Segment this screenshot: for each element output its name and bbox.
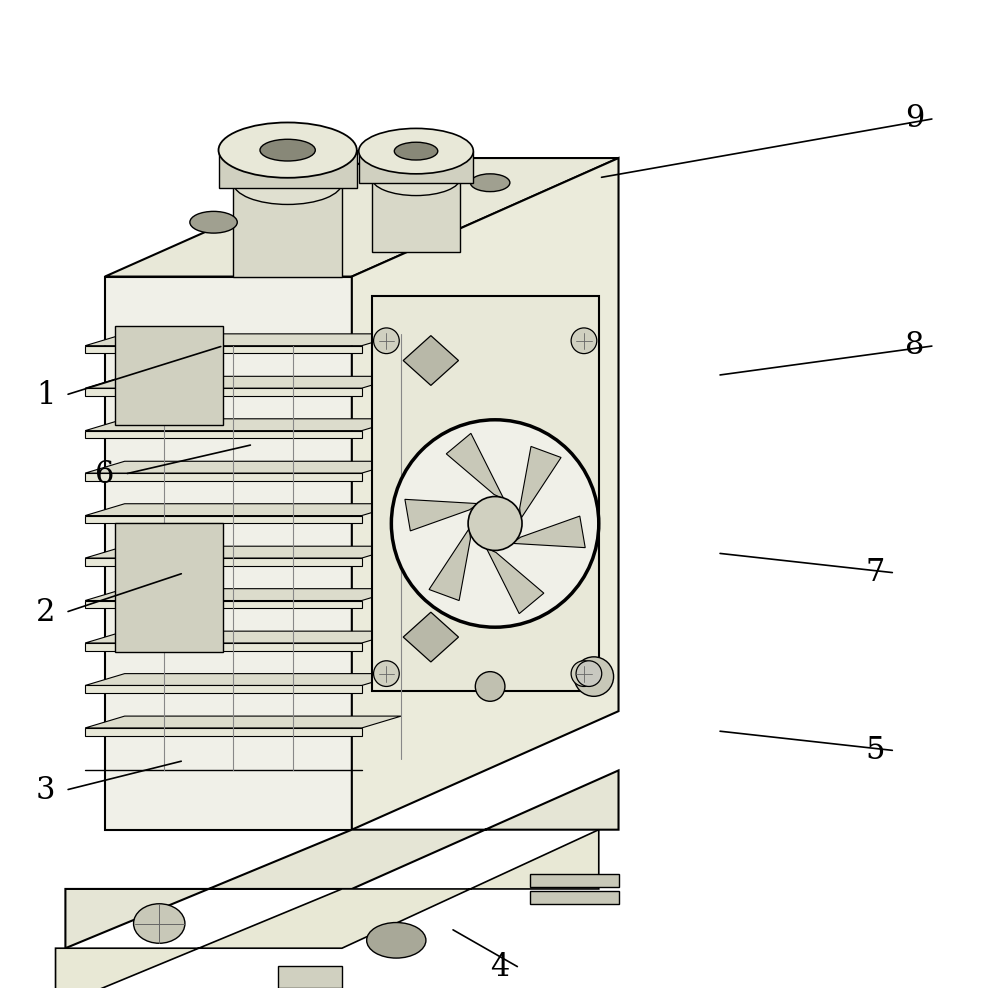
Polygon shape xyxy=(85,346,362,354)
Bar xyxy=(278,966,342,988)
Bar xyxy=(115,326,223,425)
Polygon shape xyxy=(85,516,362,524)
Ellipse shape xyxy=(571,328,597,354)
Bar xyxy=(219,150,357,188)
Polygon shape xyxy=(85,504,401,516)
Ellipse shape xyxy=(134,904,185,944)
Text: 6: 6 xyxy=(95,458,115,490)
Polygon shape xyxy=(403,336,459,385)
Polygon shape xyxy=(85,716,401,728)
Polygon shape xyxy=(486,548,544,614)
Polygon shape xyxy=(85,589,401,601)
Ellipse shape xyxy=(574,657,614,697)
Bar xyxy=(372,178,460,252)
Polygon shape xyxy=(429,528,470,601)
Polygon shape xyxy=(56,830,599,988)
Bar xyxy=(530,874,619,887)
Polygon shape xyxy=(85,388,362,396)
Bar xyxy=(359,151,473,183)
Bar xyxy=(115,524,223,652)
Ellipse shape xyxy=(391,420,599,627)
Polygon shape xyxy=(85,419,401,431)
Ellipse shape xyxy=(233,161,342,205)
Ellipse shape xyxy=(576,661,602,687)
Ellipse shape xyxy=(374,328,399,354)
Polygon shape xyxy=(403,613,459,662)
Text: 7: 7 xyxy=(866,557,885,589)
Polygon shape xyxy=(85,643,362,651)
Bar xyxy=(530,891,619,904)
Polygon shape xyxy=(105,277,352,830)
Polygon shape xyxy=(405,499,478,531)
Bar xyxy=(233,183,342,277)
Polygon shape xyxy=(85,631,401,643)
Text: 8: 8 xyxy=(905,330,925,362)
Polygon shape xyxy=(85,546,401,558)
Polygon shape xyxy=(85,473,362,481)
Polygon shape xyxy=(65,771,619,948)
Polygon shape xyxy=(85,334,401,346)
Ellipse shape xyxy=(468,497,522,550)
Text: 3: 3 xyxy=(36,775,55,805)
Ellipse shape xyxy=(475,672,505,701)
Bar xyxy=(372,296,599,692)
Text: 1: 1 xyxy=(36,379,55,411)
Polygon shape xyxy=(85,728,362,736)
Ellipse shape xyxy=(359,128,473,174)
Ellipse shape xyxy=(571,661,597,687)
Ellipse shape xyxy=(260,139,315,161)
Text: 9: 9 xyxy=(905,103,924,134)
Ellipse shape xyxy=(219,123,357,178)
Text: 4: 4 xyxy=(490,952,510,983)
Text: 2: 2 xyxy=(36,597,55,628)
Polygon shape xyxy=(105,158,619,277)
Ellipse shape xyxy=(367,923,426,958)
Text: 5: 5 xyxy=(866,735,885,766)
Ellipse shape xyxy=(394,142,438,160)
Polygon shape xyxy=(85,461,401,473)
Polygon shape xyxy=(85,558,362,566)
Polygon shape xyxy=(520,447,561,519)
Polygon shape xyxy=(85,431,362,439)
Polygon shape xyxy=(85,686,362,694)
Polygon shape xyxy=(85,601,362,609)
Ellipse shape xyxy=(374,661,399,687)
Polygon shape xyxy=(512,516,585,547)
Polygon shape xyxy=(85,376,401,388)
Polygon shape xyxy=(352,158,619,830)
Ellipse shape xyxy=(372,160,460,196)
Ellipse shape xyxy=(190,211,237,233)
Polygon shape xyxy=(446,434,504,499)
Polygon shape xyxy=(85,674,401,686)
Ellipse shape xyxy=(470,174,510,192)
